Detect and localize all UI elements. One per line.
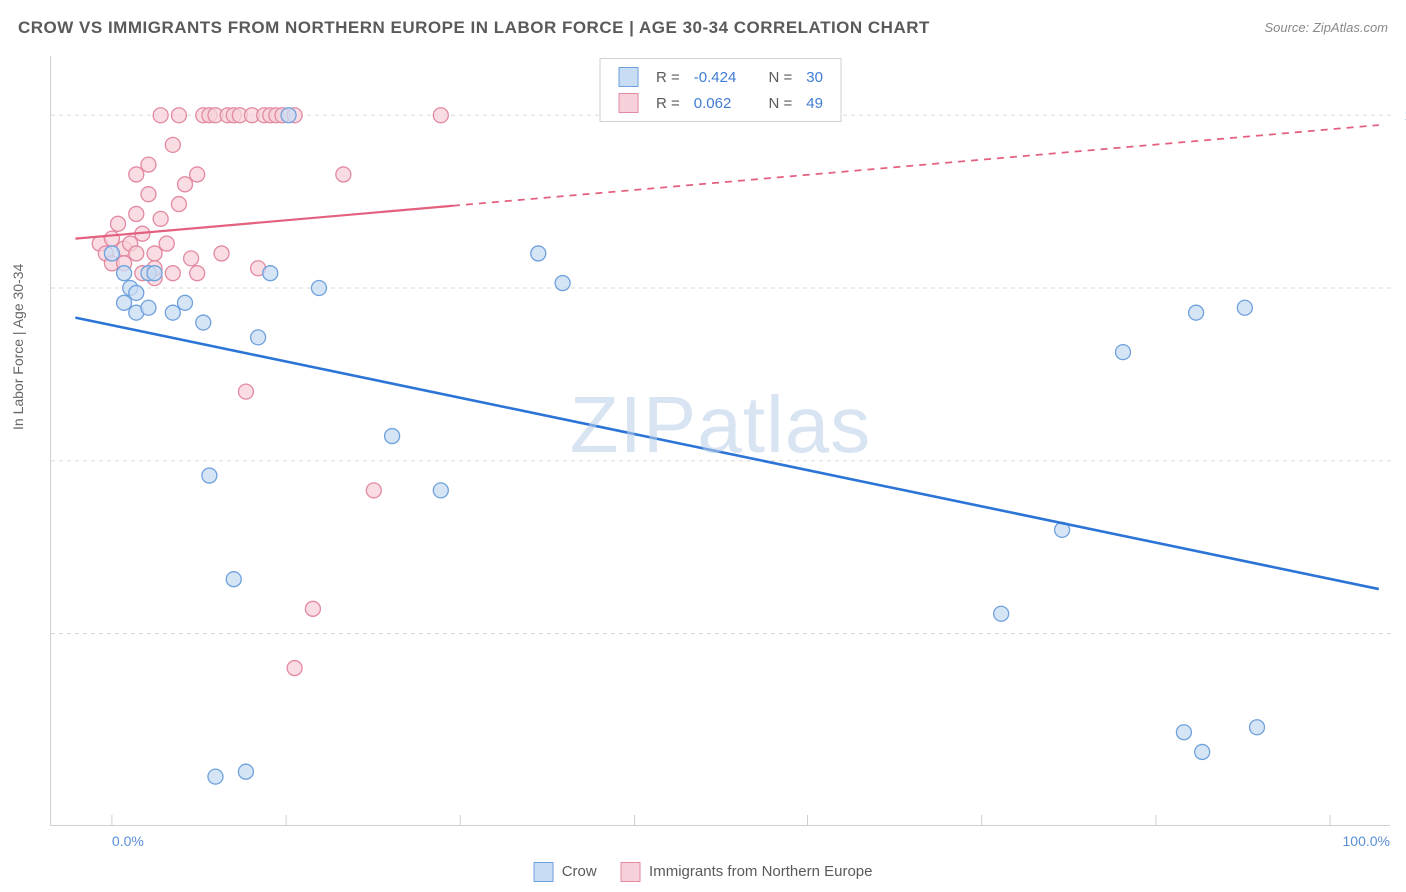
immigrants-n-value: 49 bbox=[800, 91, 829, 115]
swatch-crow bbox=[618, 67, 638, 87]
y-tick: 100.0% bbox=[1397, 107, 1406, 123]
legend-item-immigrants: Immigrants from Northern Europe bbox=[621, 862, 873, 882]
legend-item-crow: Crow bbox=[534, 862, 597, 882]
y-tick: 47.5% bbox=[1397, 626, 1406, 642]
source-label: Source: ZipAtlas.com bbox=[1264, 20, 1388, 35]
chart-title: CROW VS IMMIGRANTS FROM NORTHERN EUROPE … bbox=[18, 18, 930, 37]
x-tick-right: 100.0% bbox=[1343, 833, 1390, 849]
y-tick: 65.0% bbox=[1397, 453, 1406, 469]
x-tick-left: 0.0% bbox=[112, 833, 144, 849]
correlation-legend: R = -0.424 N = 30 R = 0.062 N = 49 bbox=[599, 58, 842, 122]
legend-row-crow: R = -0.424 N = 30 bbox=[612, 65, 829, 89]
plot-container: ZIPatlas R = -0.424 N = 30 R = 0.062 N bbox=[50, 56, 1390, 826]
plot-area: ZIPatlas R = -0.424 N = 30 R = 0.062 N bbox=[50, 56, 1390, 826]
crow-n-value: 30 bbox=[800, 65, 829, 89]
immigrants-r-value: 0.062 bbox=[688, 91, 743, 115]
swatch-immigrants bbox=[618, 93, 638, 113]
legend-row-immigrants: R = 0.062 N = 49 bbox=[612, 91, 829, 115]
chart-svg bbox=[51, 56, 1391, 826]
series-legend: Crow Immigrants from Northern Europe bbox=[524, 862, 883, 882]
y-tick: 82.5% bbox=[1397, 280, 1406, 296]
crow-r-value: -0.424 bbox=[688, 65, 743, 89]
y-axis-label: In Labor Force | Age 30-34 bbox=[10, 264, 26, 430]
